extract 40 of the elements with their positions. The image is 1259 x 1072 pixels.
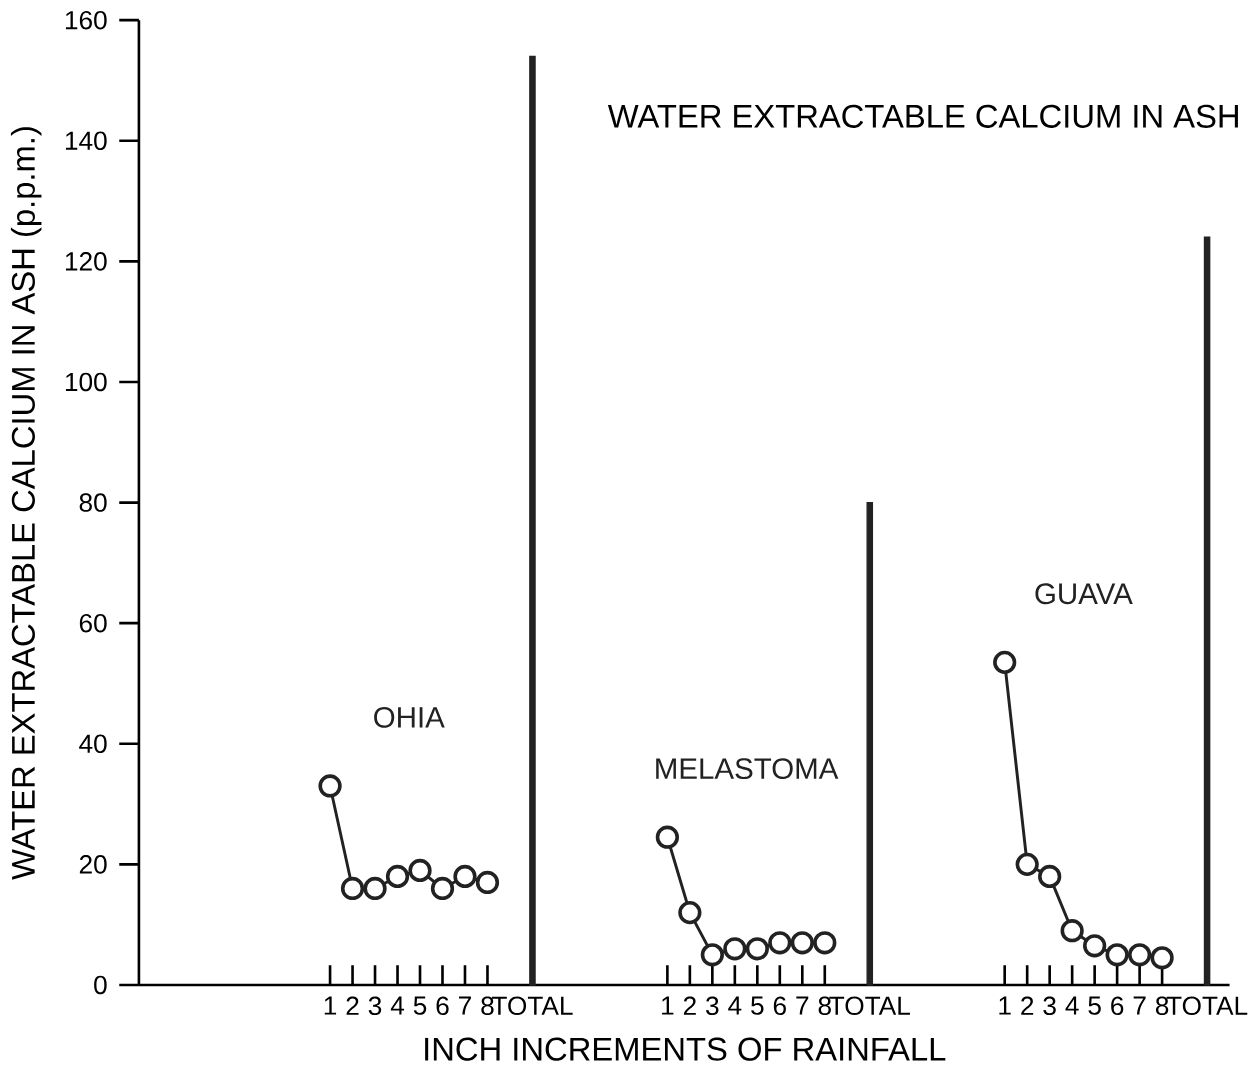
text: WATER EXTRACTABLE CALCIUM IN ASH <box>607 104 1238 129</box>
x-tick-label: 1 <box>662 996 674 1015</box>
x-tick-label: 2 <box>1021 996 1034 1015</box>
x-tick-label: 5 <box>1088 996 1101 1015</box>
series-label: MELASTOMA <box>656 758 839 780</box>
x-tick-label: TOTAL <box>829 996 910 1016</box>
x-tick-label: 3 <box>706 996 719 1016</box>
y-tick-label: 80 <box>79 493 107 512</box>
series-label: GUAVA <box>1035 583 1133 605</box>
x-tick-label: 5 <box>751 996 764 1015</box>
x-tick-label: 4 <box>1065 996 1079 1015</box>
y-tick-label: 120 <box>65 252 107 271</box>
x-tick-label: 6 <box>1111 996 1124 1016</box>
y-axis-title: WATER EXTRACTABLE CALCIUM IN ASH (p.p.m.) <box>10 127 42 880</box>
y-tick-label: 60 <box>79 614 107 633</box>
x-tick-label: 5 <box>413 996 427 1015</box>
x-tick-label: 6 <box>436 996 449 1016</box>
x-tick-label: TOTAL <box>491 996 573 1016</box>
x-tick-label: 8 <box>818 996 831 1016</box>
y-tick-label: 160 <box>65 11 107 30</box>
y-tick-label: 100 <box>65 372 107 392</box>
x-tick-label: 6 <box>773 996 786 1016</box>
x-tick-label: 1 <box>324 996 337 1015</box>
x-tick-label: 1 <box>999 996 1011 1015</box>
x-tick-label: 7 <box>459 996 471 1015</box>
x-tick-label: 8 <box>481 996 494 1016</box>
y-tick-label: 140 <box>65 131 107 151</box>
x-axis-title: INCH INCREMENTS OF RAINFALL <box>425 1037 946 1061</box>
y-tick-label: 0 <box>94 975 107 995</box>
x-tick-label: 3 <box>1043 996 1056 1016</box>
x-tick-label: 7 <box>796 996 809 1015</box>
x-tick-label: 4 <box>390 996 405 1015</box>
x-tick-label: 3 <box>368 996 382 1016</box>
text: OHIA <box>374 707 445 728</box>
y-tick-label: 20 <box>79 855 107 874</box>
x-tick-label: 7 <box>1133 996 1146 1015</box>
y-tick-label: 40 <box>79 734 107 754</box>
x-tick-label: 4 <box>728 996 742 1015</box>
x-tick-label: 2 <box>683 996 696 1015</box>
x-tick-label: 2 <box>346 996 359 1015</box>
